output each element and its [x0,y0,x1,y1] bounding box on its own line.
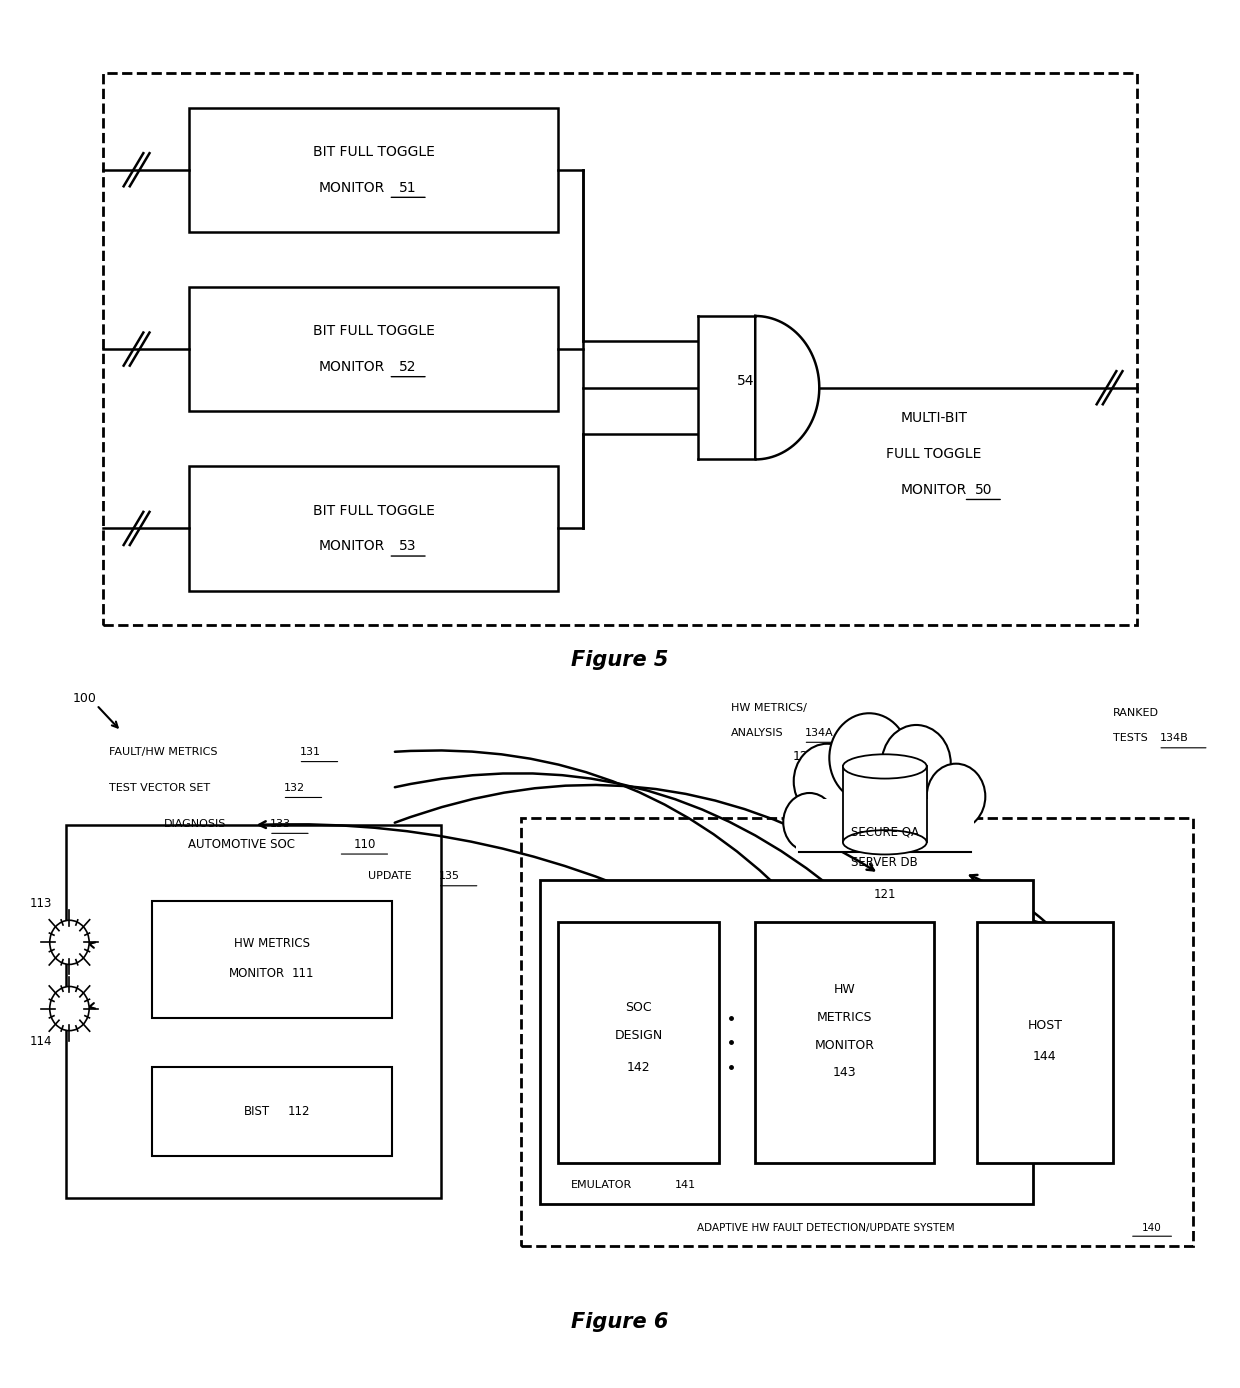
Text: TEST VECTOR SET: TEST VECTOR SET [109,783,210,793]
Text: Figure 5: Figure 5 [572,650,668,669]
Ellipse shape [843,830,926,855]
Text: 143: 143 [833,1066,857,1080]
Text: RANKED: RANKED [1112,708,1158,719]
Text: 135: 135 [439,872,460,881]
Text: 112: 112 [288,1105,310,1117]
Text: ANALYSIS: ANALYSIS [730,727,784,737]
Text: 110: 110 [353,838,376,851]
FancyBboxPatch shape [755,922,934,1163]
Text: 100: 100 [72,691,97,705]
Text: 54: 54 [737,373,754,387]
FancyBboxPatch shape [153,901,392,1019]
Text: 121: 121 [873,887,897,901]
FancyBboxPatch shape [977,922,1112,1163]
Text: 50: 50 [975,483,992,497]
Ellipse shape [843,754,926,779]
Circle shape [926,763,986,830]
Text: BIT FULL TOGGLE: BIT FULL TOGGLE [312,325,434,339]
FancyBboxPatch shape [558,922,718,1163]
Text: SOC: SOC [625,1001,652,1015]
Text: DESIGN: DESIGN [614,1029,662,1042]
Text: MULTI-BIT: MULTI-BIT [900,411,967,425]
Text: 131: 131 [300,747,321,756]
Text: FAULT/HW METRICS: FAULT/HW METRICS [109,747,217,756]
Text: SECURE QA: SECURE QA [851,826,919,838]
Text: MONITOR: MONITOR [229,967,285,980]
Text: 51: 51 [399,180,417,194]
FancyBboxPatch shape [522,818,1193,1246]
Text: HW: HW [835,984,856,997]
Text: MONITOR: MONITOR [901,483,967,497]
FancyBboxPatch shape [66,824,441,1198]
Text: UPDATE: UPDATE [367,872,412,881]
Text: MONITOR: MONITOR [319,540,384,554]
Text: HW METRICS: HW METRICS [234,937,310,949]
Text: TESTS: TESTS [1112,733,1147,743]
Text: BIT FULL TOGGLE: BIT FULL TOGGLE [312,504,434,518]
Text: 53: 53 [399,540,417,554]
Text: ADAPTIVE HW FAULT DETECTION/UPDATE SYSTEM: ADAPTIVE HW FAULT DETECTION/UPDATE SYSTE… [697,1223,955,1233]
FancyBboxPatch shape [188,287,558,411]
Text: 144: 144 [1033,1049,1056,1063]
Bar [843,766,926,843]
Circle shape [50,920,89,965]
Circle shape [794,744,861,819]
Text: HOST: HOST [1028,1019,1063,1033]
Text: SERVER DB: SERVER DB [852,856,918,869]
Text: 133: 133 [270,819,291,829]
Text: METRICS: METRICS [817,1010,873,1024]
Text: MONITOR: MONITOR [319,180,384,194]
Text: 52: 52 [399,359,417,373]
FancyBboxPatch shape [539,880,1033,1205]
Text: AUTOMOTIVE SOC: AUTOMOTIVE SOC [187,838,295,851]
Bar [698,316,755,459]
Polygon shape [755,316,820,459]
Circle shape [784,793,836,852]
Text: EMULATOR: EMULATOR [570,1180,632,1190]
Text: 141: 141 [675,1180,696,1190]
FancyBboxPatch shape [153,1066,392,1156]
Text: 113: 113 [30,897,52,911]
Text: 111: 111 [291,967,314,980]
Circle shape [882,725,951,802]
Circle shape [830,713,909,802]
FancyBboxPatch shape [188,108,558,232]
FancyBboxPatch shape [188,466,558,590]
Text: BIST: BIST [244,1105,270,1117]
Text: 134B: 134B [1159,733,1188,743]
Text: HW METRICS/: HW METRICS/ [730,702,807,713]
Text: FULL TOGGLE: FULL TOGGLE [887,447,982,461]
Text: 140: 140 [1142,1223,1162,1233]
Text: 134A: 134A [805,727,833,737]
Text: MONITOR: MONITOR [815,1038,874,1052]
Text: DIAGNOSIS: DIAGNOSIS [164,819,227,829]
Circle shape [50,987,89,1031]
Text: 114: 114 [30,1035,52,1048]
Bar [796,799,973,852]
Text: MONITOR: MONITOR [319,359,384,373]
Text: BIT FULL TOGGLE: BIT FULL TOGGLE [312,144,434,158]
FancyBboxPatch shape [103,74,1137,625]
Text: 120: 120 [792,750,817,762]
Text: 132: 132 [284,783,305,793]
Text: 142: 142 [626,1060,650,1074]
Text: Figure 6: Figure 6 [572,1312,668,1331]
